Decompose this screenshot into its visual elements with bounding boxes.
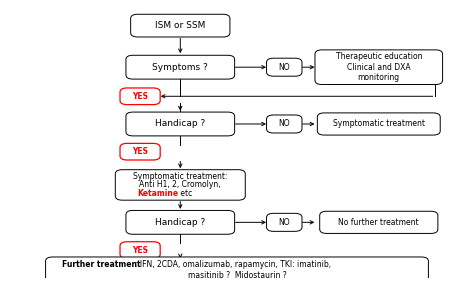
Text: YES: YES [132,147,148,156]
Text: Handicap ?: Handicap ? [155,218,205,227]
Text: Further treatment: Further treatment [62,260,141,269]
Text: No further treatment: No further treatment [338,218,419,227]
FancyBboxPatch shape [266,115,302,133]
Text: Anti H1, 2, Cromolyn,: Anti H1, 2, Cromolyn, [139,180,221,189]
Text: NO: NO [278,63,290,72]
Text: : IFN, 2CDA, omalizumab, rapamycin, TKI: imatinib,: : IFN, 2CDA, omalizumab, rapamycin, TKI:… [136,260,331,269]
FancyBboxPatch shape [120,88,160,105]
Text: ISM or SSM: ISM or SSM [155,21,205,30]
FancyBboxPatch shape [315,50,443,85]
FancyBboxPatch shape [318,113,440,135]
Text: Symptoms ?: Symptoms ? [153,63,208,72]
FancyBboxPatch shape [120,143,160,160]
Text: NO: NO [278,218,290,227]
Text: YES: YES [132,92,148,101]
FancyBboxPatch shape [120,242,160,258]
Text: Handicap ?: Handicap ? [155,119,205,128]
FancyBboxPatch shape [319,211,438,234]
FancyBboxPatch shape [115,170,245,200]
FancyBboxPatch shape [126,55,235,79]
FancyBboxPatch shape [131,14,230,37]
Text: Symptomatic treatment: Symptomatic treatment [333,119,425,128]
Text: Symptomatic treatment:: Symptomatic treatment: [133,172,228,181]
FancyBboxPatch shape [266,213,302,231]
FancyBboxPatch shape [126,210,235,234]
Text: YES: YES [132,246,148,255]
Text: Ketamine: Ketamine [137,189,178,198]
Text: etc: etc [178,189,192,198]
Text: NO: NO [278,119,290,128]
FancyBboxPatch shape [126,112,235,136]
FancyBboxPatch shape [46,257,428,281]
Text: Therapeutic education
Clinical and DXA
monitoring: Therapeutic education Clinical and DXA m… [336,52,422,82]
Text: masitinib ?  Midostaurin ?: masitinib ? Midostaurin ? [188,271,286,280]
FancyBboxPatch shape [266,58,302,76]
